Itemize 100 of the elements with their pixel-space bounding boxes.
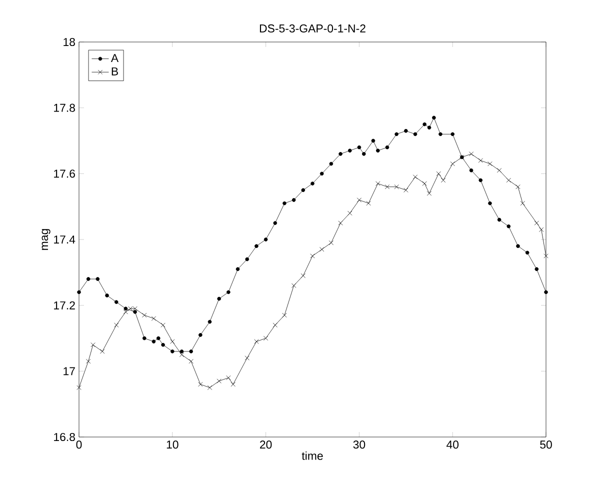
point: [96, 277, 100, 281]
point: [292, 283, 296, 288]
point: [77, 290, 81, 294]
point: [236, 267, 240, 272]
point: [76, 385, 82, 390]
point: [301, 188, 306, 192]
point: [263, 336, 268, 341]
point: [310, 254, 315, 258]
point: [152, 340, 156, 344]
point: [539, 227, 544, 232]
point: [376, 181, 380, 186]
point: [348, 210, 352, 216]
point: [188, 358, 194, 364]
point: [105, 294, 109, 298]
point: [216, 378, 222, 384]
point: [404, 128, 408, 133]
point: [90, 342, 96, 348]
point: [376, 148, 380, 153]
point: [300, 273, 306, 278]
point: [320, 172, 324, 176]
point: [282, 201, 286, 206]
point: [488, 201, 492, 206]
point: [422, 122, 426, 126]
point: [226, 290, 230, 294]
point: [450, 161, 455, 166]
point: [422, 181, 427, 186]
y-tick-label: 17.8: [54, 104, 75, 112]
point: [328, 240, 334, 246]
y-axis-title: mag: [42, 229, 50, 250]
point: [292, 198, 296, 202]
point: [245, 257, 250, 262]
point: [488, 161, 492, 166]
point: [362, 152, 366, 156]
point: [142, 336, 146, 340]
point: [156, 336, 160, 340]
point: [497, 218, 502, 222]
point: [230, 382, 236, 387]
point: [160, 322, 166, 328]
point: [254, 339, 259, 344]
y-tick-label: 17: [64, 367, 75, 376]
point: [179, 352, 184, 358]
y-tick-label: 16.8: [54, 432, 75, 442]
point: [544, 290, 548, 294]
point: [506, 224, 511, 228]
point: [244, 356, 250, 360]
point: [114, 322, 119, 328]
y-tick-label: 17.6: [54, 170, 75, 178]
chart-title: DS-5-3-GAP-0-1-N-2: [260, 24, 366, 32]
point: [161, 342, 165, 347]
point: [273, 221, 278, 225]
point: [366, 200, 371, 206]
point: [338, 220, 343, 226]
point: [412, 174, 418, 180]
point: [114, 300, 118, 304]
x-tick-label: 50: [540, 440, 552, 449]
x-tick-label: 20: [260, 440, 272, 449]
point: [100, 349, 105, 354]
point: [226, 375, 231, 380]
point: [217, 296, 221, 301]
point: [385, 145, 390, 150]
point: [86, 358, 91, 364]
point: [264, 238, 268, 242]
x-tick-label: 30: [353, 440, 366, 449]
point: [310, 182, 314, 186]
point: [394, 184, 399, 190]
point: [151, 316, 156, 321]
point: [427, 126, 432, 130]
point: [124, 306, 128, 311]
point: [404, 188, 408, 192]
point: [208, 320, 212, 324]
point: [384, 184, 390, 190]
point: [413, 132, 418, 136]
x-tick-label: 10: [166, 440, 178, 449]
point: [142, 312, 147, 318]
point: [189, 350, 193, 354]
y-tick-label: 17.4: [54, 236, 76, 244]
point: [468, 152, 474, 156]
point: [496, 168, 502, 173]
point: [338, 152, 342, 156]
point: [170, 339, 175, 344]
point: [254, 244, 258, 248]
point: [438, 132, 442, 136]
point: [478, 178, 483, 182]
point: [534, 267, 539, 272]
y-tick-label: 18: [64, 38, 75, 46]
point: [207, 385, 212, 390]
point: [356, 198, 362, 202]
y-tick-label: 17.2: [54, 301, 75, 310]
point: [394, 132, 398, 136]
point: [272, 322, 278, 328]
point: [357, 145, 362, 150]
point: [432, 116, 436, 120]
point: [450, 132, 455, 136]
point: [534, 220, 539, 226]
point: [180, 350, 184, 354]
point: [516, 244, 520, 248]
point: [520, 200, 525, 206]
point: [123, 310, 128, 314]
legend-label: B: [112, 67, 118, 76]
x-tick-label: 40: [446, 440, 459, 449]
